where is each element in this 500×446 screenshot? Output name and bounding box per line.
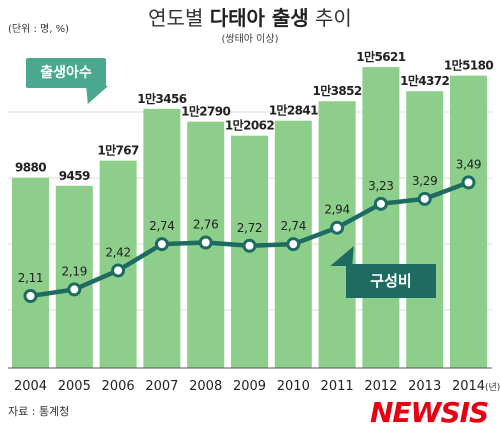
bar-value-label: 1만5180 [444, 58, 493, 73]
chart-subtitle: (쌍태아 이상) [221, 34, 279, 45]
bar [406, 91, 444, 368]
source-note: 자료 : 통계청 [8, 405, 70, 418]
x-tick-label: 2005 [58, 379, 91, 394]
bar-value-label: 1만5621 [356, 49, 405, 64]
ratio-value-label: 2,19 [62, 264, 88, 278]
ratio-point [154, 237, 169, 252]
title-prefix: 연도별 [148, 6, 210, 30]
title-emphasis: 다태아 출생 [209, 6, 309, 30]
ratio-value-label: 2,42 [105, 245, 131, 259]
bar-value-label: 1만3852 [312, 83, 361, 98]
ratio-point [242, 238, 257, 253]
ratio-value-label: 2,72 [237, 221, 263, 235]
bar-value-label: 1만767 [97, 143, 139, 158]
line-series-tag: 구성비 [346, 264, 436, 298]
ratio-value-label: 2,76 [193, 218, 219, 232]
ratio-point [461, 175, 476, 190]
ratio-point [198, 235, 213, 250]
ratio-point [286, 237, 301, 252]
x-tick-label: 2010 [277, 379, 310, 394]
ratio-value-label: 3,29 [412, 174, 438, 188]
x-tick-label: 2006 [102, 379, 135, 394]
ratio-value-label: 3,49 [456, 157, 482, 171]
bar-value-label: 1만2790 [181, 104, 230, 119]
bar [12, 177, 49, 368]
x-tick-label: 2011 [321, 379, 354, 394]
x-tick-label: 2013 [408, 379, 441, 394]
bar-value-label: 1만3456 [137, 91, 186, 106]
ratio-value-label: 3,23 [368, 179, 394, 193]
bar-value-label: 9880 [15, 161, 46, 175]
ratio-value-label: 2,74 [281, 219, 307, 233]
ratio-point [67, 282, 82, 297]
bar [450, 75, 487, 368]
x-tick-label: 2008 [189, 379, 222, 394]
x-tick-label: 2007 [145, 379, 178, 394]
ratio-point [330, 220, 345, 235]
x-tick-label: 2009 [233, 379, 266, 394]
ratio-point [417, 191, 432, 206]
ratio-value-label: 2,74 [149, 219, 175, 233]
x-tick-label: 2012 [364, 379, 397, 394]
ratio-point [23, 289, 38, 303]
x-tick-label: 2004 [14, 379, 47, 394]
chart-title: 연도별 다태아 출생 추이 [0, 2, 500, 31]
x-tick-label: 2014 [452, 379, 485, 394]
title-suffix: 추이 [308, 6, 352, 30]
bar-value-label: 9459 [59, 169, 90, 183]
ratio-point [373, 196, 388, 211]
unit-label: (단위 : 명, %) [8, 24, 69, 35]
bar [55, 185, 93, 368]
bar-value-label: 1만2841 [269, 103, 318, 118]
bar-value-label: 1만4372 [400, 73, 449, 88]
bar [362, 67, 400, 369]
bar-series-tag: 출생아수 [26, 58, 106, 88]
bar-value-label: 1만2062 [225, 118, 274, 133]
ratio-value-label: 2,11 [18, 271, 44, 285]
ratio-value-label: 2,94 [324, 203, 350, 217]
ratio-point [111, 263, 126, 278]
x-unit-label: (년) [485, 382, 500, 393]
newsis-logo: NEWSIS [370, 396, 489, 429]
